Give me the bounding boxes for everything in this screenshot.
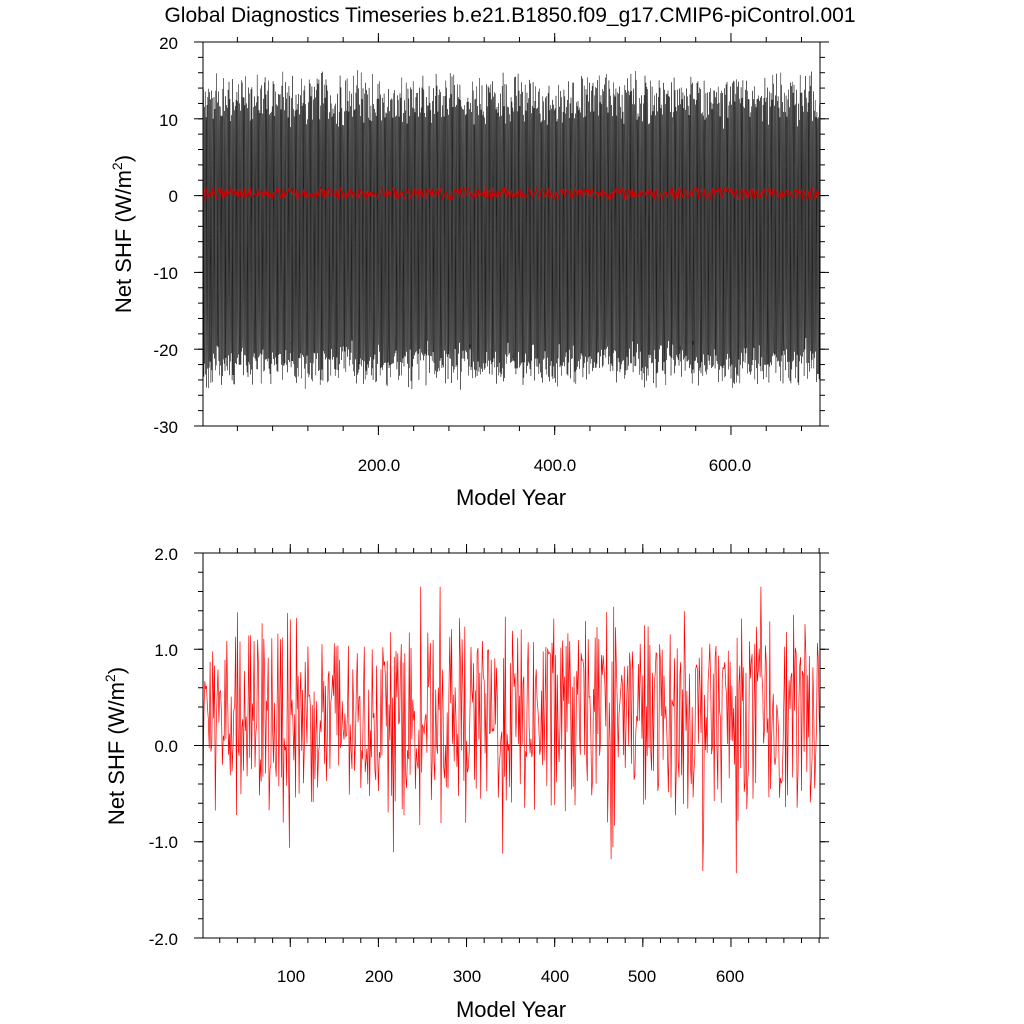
annual-mean-series-line: [202, 586, 821, 874]
top-y-axis-label-main: Net SHF (W/m: [111, 170, 136, 313]
bottom-axis-ticks: [194, 544, 829, 947]
top-plot-area: [202, 70, 821, 390]
bottom-y-axis-label-close: ): [104, 667, 129, 674]
top-y-axis-label: Net SHF (W/m2): [109, 155, 136, 313]
bottom-x-axis-label: Model Year: [456, 997, 566, 1022]
top-ytick-label: 0: [169, 187, 178, 206]
bottom-ytick-label: 0.0: [154, 737, 178, 756]
bottom-xtick-label: 100: [277, 967, 305, 986]
bottom-xtick-label: 500: [628, 967, 656, 986]
annual-mean-series-line: [202, 185, 821, 202]
top-ytick-label: 20: [159, 34, 178, 53]
top-xtick-label: 600.0: [709, 456, 752, 475]
top-x-axis-label: Model Year: [456, 485, 566, 510]
top-axis-ticks: [194, 33, 829, 435]
bottom-ytick-label: -2.0: [149, 930, 178, 949]
top-ytick-label: 10: [159, 111, 178, 130]
bottom-xtick-label: 600: [716, 967, 744, 986]
top-xtick-label: 200.0: [358, 456, 401, 475]
bottom-xtick-label: 200: [365, 967, 393, 986]
top-xtick-label: 400.0: [534, 456, 577, 475]
bottom-panel: 2.0 1.0 0.0 -1.0 -2.0 100 200 300 400 50…: [102, 544, 829, 1022]
bottom-ytick-label: 2.0: [154, 545, 178, 564]
figure-title: Global Diagnostics Timeseries b.e21.B185…: [164, 4, 855, 27]
top-ytick-label: -30: [153, 418, 178, 437]
bottom-y-axis-label-superscript: 2: [102, 674, 118, 682]
bottom-ytick-label: 1.0: [154, 641, 178, 660]
bottom-y-axis-label-main: Net SHF (W/m: [104, 682, 129, 825]
bottom-plot-area: [202, 586, 821, 874]
top-panel: 20 10 0 -10 -20 -30 200.0 400.0 600.0 Mo…: [109, 33, 829, 510]
bottom-xtick-label: 300: [453, 967, 481, 986]
bottom-xtick-label: 400: [541, 967, 569, 986]
top-plot-frame: [202, 41, 821, 427]
top-ytick-label: -20: [153, 341, 178, 360]
bottom-y-axis-label: Net SHF (W/m2): [102, 667, 129, 825]
monthly-series-line: [202, 70, 821, 390]
top-ytick-label: -10: [153, 264, 178, 283]
bottom-ytick-label: -1.0: [149, 833, 178, 852]
top-y-axis-label-superscript: 2: [109, 162, 125, 170]
top-y-axis-label-close: ): [111, 155, 136, 162]
